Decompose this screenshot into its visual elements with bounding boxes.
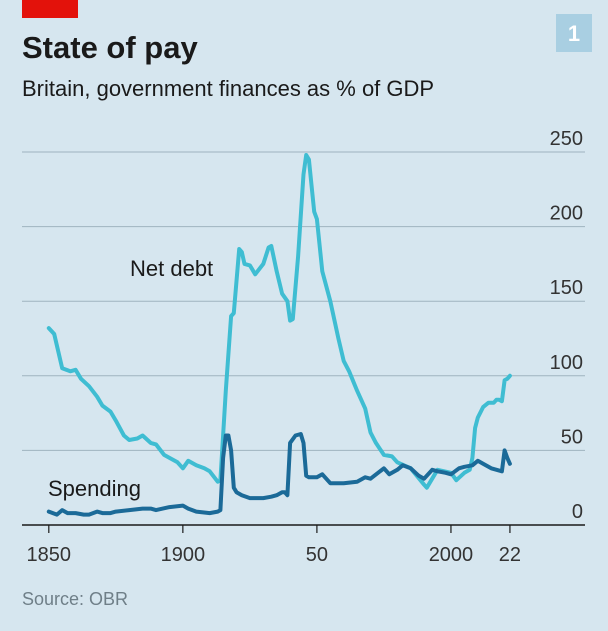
series-label: Spending xyxy=(48,476,141,501)
y-tick-label: 100 xyxy=(550,352,583,374)
x-tick-label: 50 xyxy=(306,544,328,566)
source: Source: OBR xyxy=(22,589,128,609)
y-tick-label: 50 xyxy=(561,426,583,448)
badge-box xyxy=(556,14,592,52)
series-label: Net debt xyxy=(130,256,213,281)
badge: 1 xyxy=(568,21,580,46)
x-tick-label: 22 xyxy=(499,544,521,566)
brand-tag xyxy=(22,0,78,18)
y-tick-label: 200 xyxy=(550,203,583,225)
y-tick-label: 250 xyxy=(550,128,583,150)
x-tick-label: 1850 xyxy=(27,544,72,566)
x-tick-label: 1900 xyxy=(161,544,206,566)
chart-subtitle: Britain, government finances as % of GDP xyxy=(22,76,434,101)
series-line xyxy=(46,432,512,517)
series-line xyxy=(46,153,512,490)
y-tick-label: 150 xyxy=(550,277,583,299)
x-tick-label: 2000 xyxy=(429,544,474,566)
y-tick-label: 0 xyxy=(572,501,583,523)
chart-title: State of pay xyxy=(22,30,198,65)
